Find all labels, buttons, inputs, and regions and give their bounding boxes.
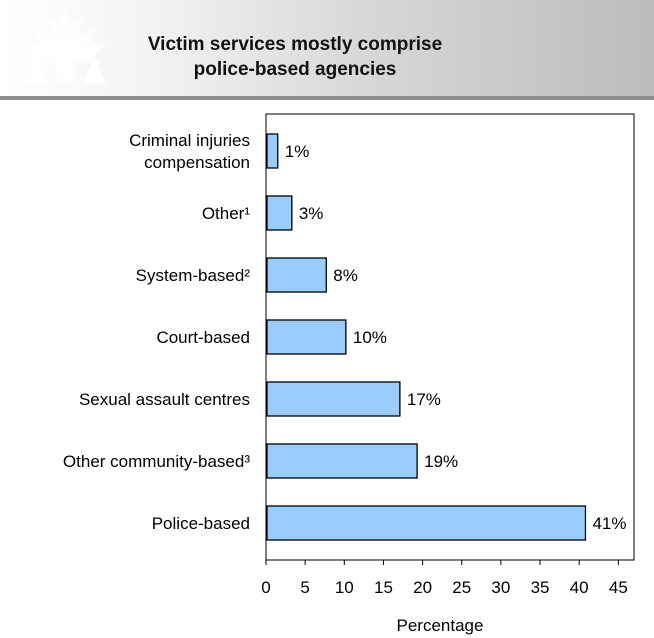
data-label-1: 1% [285,142,310,161]
title-line-2: police-based agencies [193,59,397,80]
bar-4 [266,319,347,355]
maple-leaf-justice-icon [24,8,106,84]
category-label-7: Police-based [152,514,250,533]
data-label-3: 8% [333,266,358,285]
x-tick-label-45: 45 [609,578,628,597]
banner-divider [0,96,654,100]
bar-5 [266,381,401,417]
bar-3 [266,257,327,293]
category-label-4: Court-based [156,328,250,347]
header-banner: Victim services mostly comprise police-b… [0,0,654,98]
x-tick-label-10: 10 [335,578,354,597]
x-tick-label-20: 20 [413,578,432,597]
bar-6 [266,443,418,479]
category-label-5: Sexual assault centres [79,390,250,409]
x-tick-label-0: 0 [261,578,270,597]
category-label-2: Other¹ [202,204,251,223]
category-label-3: System-based² [136,266,251,285]
bar-2 [266,195,293,231]
x-tick-label-35: 35 [531,578,550,597]
data-label-2: 3% [299,204,324,223]
data-label-6: 19% [424,452,458,471]
category-label-1-line-2: compensation [144,153,250,172]
chart-title: Victim services mostly comprise police-b… [130,32,460,82]
x-tick-label-40: 40 [570,578,589,597]
x-tick-label-30: 30 [491,578,510,597]
data-label-7: 41% [592,514,626,533]
bar-7 [266,505,587,541]
title-line-1: Victim services mostly comprise [147,34,443,55]
x-tick-label-25: 25 [452,578,471,597]
category-label-1-line-1: Criminal injuries [129,131,250,150]
bar-1 [266,133,279,169]
x-axis-title: Percentage [397,616,484,635]
data-label-4: 10% [353,328,387,347]
category-label-6: Other community-based³ [63,452,250,471]
x-tick-label-5: 5 [300,578,309,597]
data-label-5: 17% [407,390,441,409]
x-tick-label-15: 15 [374,578,393,597]
